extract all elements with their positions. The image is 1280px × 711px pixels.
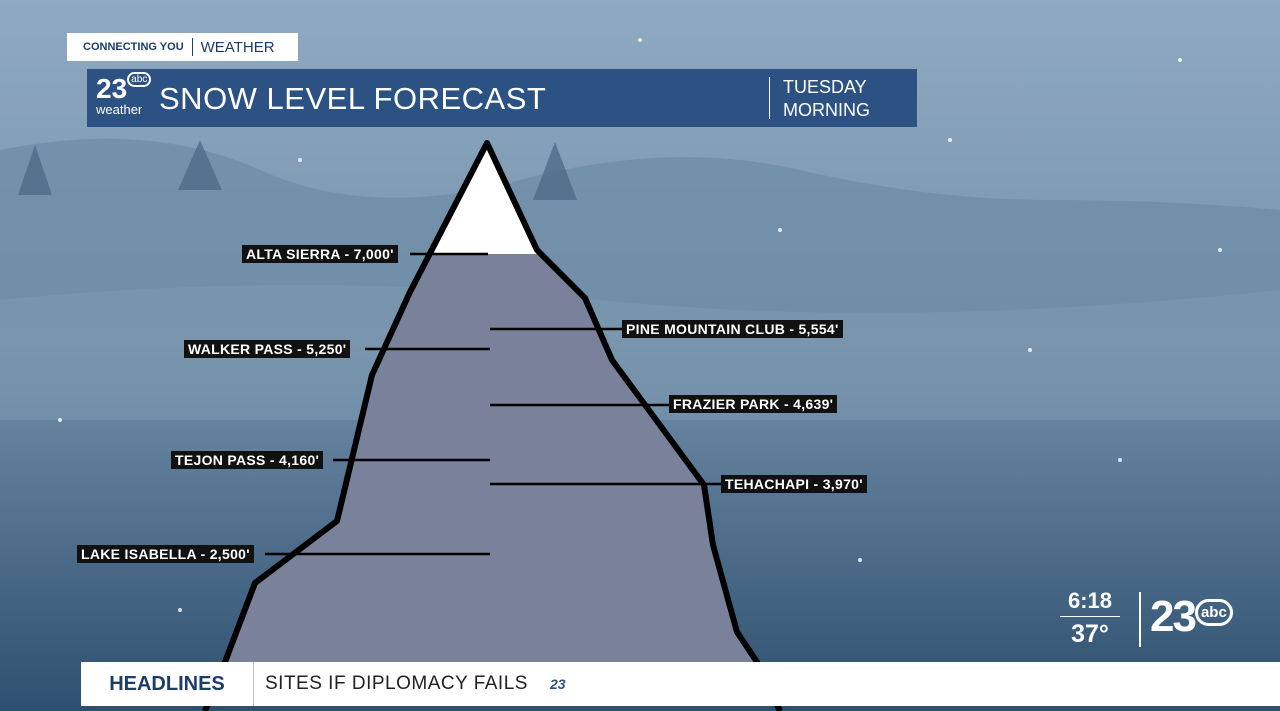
logo-number: 23 (1150, 592, 1197, 641)
elevation-label: TEJON PASS - 4,160' (171, 451, 324, 469)
header-bar: 23 abc weather SNOW LEVEL FORECAST TUESDA… (87, 69, 917, 127)
divider (191, 38, 193, 56)
elevation-label: LAKE ISABELLA - 2,500' (77, 545, 254, 563)
title: SNOW LEVEL FORECAST (159, 81, 547, 116)
divider (769, 77, 770, 119)
top-tag: CONNECTING YOU WEATHER (67, 33, 298, 61)
ticker: HEADLINES SITES IF DIPLOMACY FAILS 23 (81, 662, 1280, 706)
time: 6:18 (1060, 588, 1120, 617)
mountain-outline (202, 140, 783, 711)
time-line1: TUESDAY (783, 77, 867, 97)
clock: 6:18 37° (1060, 588, 1120, 649)
elevation-label: WALKER PASS - 5,250' (184, 340, 351, 358)
time-line2: MORNING (783, 100, 870, 120)
logo-number: 23 (96, 73, 128, 104)
mountain (225, 143, 757, 662)
ticker-logo: 23 (549, 676, 566, 692)
elevation-label: TEHACHAPI - 3,970' (721, 475, 867, 493)
station-logo: 23 abc (1150, 592, 1233, 642)
tag-left: CONNECTING YOU (83, 41, 184, 53)
fog (0, 285, 1280, 420)
elevation-label: ALTA SIERRA - 7,000' (242, 245, 398, 263)
tag-right: WEATHER (200, 38, 275, 56)
elevation-label: PINE MOUNTAIN CLUB - 5,554' (622, 320, 843, 338)
pine-trees (18, 140, 577, 200)
elevation-label: FRAZIER PARK - 4,639' (669, 395, 838, 413)
logo-sub: weather (96, 102, 143, 117)
snow-cap (429, 143, 541, 254)
ticker-label: HEADLINES (81, 662, 254, 706)
logo-network: abc (127, 72, 152, 87)
time-of-day: TUESDAY MORNING (783, 76, 870, 122)
temperature: 37° (1071, 620, 1109, 648)
tree-line (0, 138, 1280, 330)
ticker-text: SITES IF DIPLOMACY FAILS (265, 673, 528, 694)
logo-network: abc (1194, 599, 1233, 626)
logo: 23 abc weather (96, 72, 152, 117)
leader-lines (265, 252, 724, 556)
divider (1139, 592, 1141, 647)
